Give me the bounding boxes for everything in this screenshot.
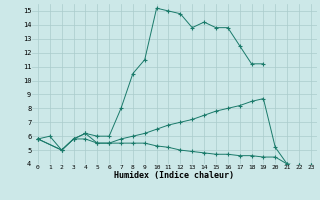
X-axis label: Humidex (Indice chaleur): Humidex (Indice chaleur) bbox=[115, 171, 234, 180]
